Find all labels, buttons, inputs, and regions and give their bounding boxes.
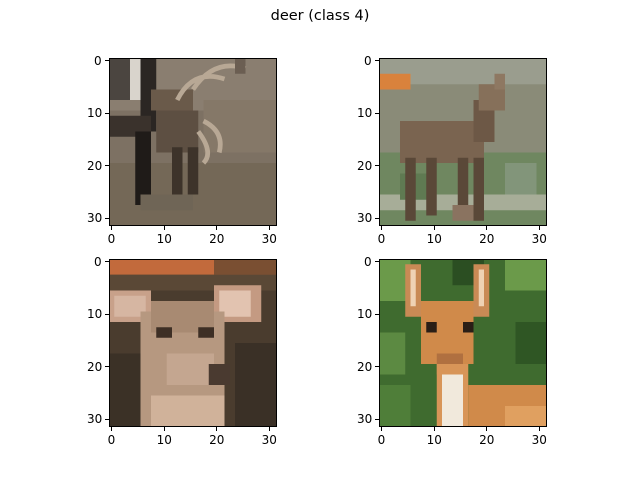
y-tick-label: 10 — [357, 307, 373, 322]
x-tick — [381, 427, 383, 431]
y-tick-label: 30 — [87, 412, 103, 427]
y-tick-label: 0 — [94, 254, 102, 269]
x-tick — [433, 427, 435, 431]
x-tick — [486, 427, 488, 431]
y-tick-label: 20 — [87, 158, 103, 173]
x-tick — [268, 226, 270, 230]
x-tick-label: 10 — [426, 232, 442, 246]
panel-top-left: 0 0 10 10 20 20 30 30 — [87, 54, 277, 246]
x-tick-label: 20 — [209, 232, 225, 246]
y-tick — [375, 60, 379, 62]
y-tick-label: 10 — [87, 307, 103, 322]
panel-top-right: 0 0 10 10 20 20 30 30 — [357, 54, 547, 246]
y-tick-label: 0 — [94, 53, 102, 68]
x-tick-label: 10 — [426, 433, 442, 447]
x-tick-label: 0 — [107, 433, 116, 447]
x-tick-label: 20 — [209, 433, 225, 447]
x-tick-label: 30 — [531, 433, 547, 447]
x-tick — [111, 427, 113, 431]
figure-title: deer (class 4) — [270, 8, 370, 24]
x-tick-label: 10 — [156, 433, 172, 447]
y-tick — [375, 261, 379, 263]
panel-bottom-right: 0 0 10 10 20 20 30 30 — [357, 255, 547, 447]
y-tick-label: 20 — [87, 359, 103, 374]
x-tick-label: 10 — [156, 232, 172, 246]
y-tick — [105, 366, 109, 368]
y-tick-label: 0 — [364, 254, 372, 269]
x-tick — [538, 226, 540, 230]
y-tick — [375, 366, 379, 368]
y-tick — [105, 261, 109, 263]
x-tick-label: 30 — [261, 232, 277, 246]
deer-image-4 — [379, 259, 547, 427]
y-tick — [375, 165, 379, 167]
y-tick — [375, 112, 379, 114]
deer-image-2 — [379, 58, 547, 226]
y-tick-label: 0 — [364, 53, 372, 68]
x-tick — [538, 427, 540, 431]
x-tick — [433, 226, 435, 230]
x-tick-label: 0 — [377, 232, 386, 246]
y-tick-label: 20 — [357, 158, 373, 173]
y-tick-label: 30 — [87, 211, 103, 226]
y-tick — [105, 165, 109, 167]
y-tick — [105, 217, 109, 219]
x-tick-label: 0 — [107, 232, 116, 246]
y-tick — [375, 313, 379, 315]
x-tick — [111, 226, 113, 230]
x-tick — [216, 427, 218, 431]
deer-image-1 — [109, 58, 277, 226]
x-tick — [486, 226, 488, 230]
y-tick — [375, 217, 379, 219]
x-tick-label: 20 — [479, 433, 495, 447]
y-tick — [375, 418, 379, 420]
x-tick — [163, 226, 165, 230]
x-tick — [381, 226, 383, 230]
y-tick-label: 10 — [87, 106, 103, 121]
y-tick-label: 30 — [357, 211, 373, 226]
y-tick — [105, 418, 109, 420]
x-tick-label: 30 — [531, 232, 547, 246]
x-tick — [163, 427, 165, 431]
x-tick — [268, 427, 270, 431]
y-tick — [105, 313, 109, 315]
deer-image-3 — [109, 259, 277, 427]
y-tick-label: 20 — [357, 359, 373, 374]
y-tick — [105, 60, 109, 62]
panel-bottom-left: 0 0 10 10 20 20 30 30 — [87, 255, 277, 447]
x-tick — [216, 226, 218, 230]
y-tick — [105, 112, 109, 114]
y-tick-label: 30 — [357, 412, 373, 427]
x-tick-label: 30 — [261, 433, 277, 447]
y-tick-label: 10 — [357, 106, 373, 121]
x-tick-label: 20 — [479, 232, 495, 246]
x-tick-label: 0 — [377, 433, 386, 447]
